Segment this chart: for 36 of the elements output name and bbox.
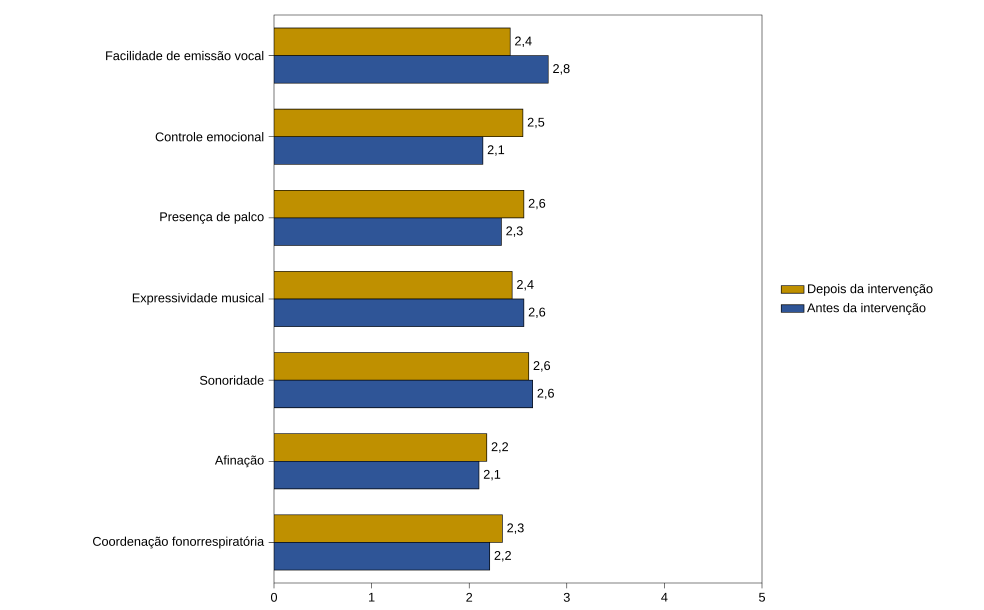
legend-label: Antes da intervenção [807, 303, 926, 315]
data-label: 2,6 [528, 308, 546, 318]
data-label: 2,3 [506, 226, 523, 237]
x-tick-label: 0 [270, 592, 278, 602]
data-label: 2,3 [507, 523, 524, 534]
data-label: 2,1 [484, 470, 500, 480]
data-label: 2,2 [494, 550, 511, 562]
data-label: 2,6 [538, 388, 554, 400]
bar [274, 380, 533, 408]
y-tick-label: Afinação [214, 455, 264, 468]
data-label: 2,6 [534, 361, 550, 372]
bar [274, 136, 484, 165]
bar [274, 298, 524, 327]
y-tick-label: Expressividade musical [132, 293, 264, 305]
bar [274, 542, 490, 570]
x-tick-label: 2 [466, 592, 472, 602]
data-label: 2,2 [492, 442, 508, 453]
x-tick-label: 5 [758, 592, 766, 602]
data-label: 2,4 [515, 36, 532, 48]
bar [274, 218, 502, 246]
x-tick-label: 3 [564, 592, 570, 602]
legend-label: Depois da intervenção [808, 284, 932, 296]
data-label: 2,5 [528, 118, 544, 128]
x-tick-label: 4 [661, 592, 668, 602]
data-label: 2,4 [517, 280, 534, 290]
data-label: 2,6 [528, 198, 546, 210]
data-label: 2,1 [488, 145, 504, 156]
y-tick-label: Presença de palco [160, 212, 264, 224]
bar [274, 55, 549, 84]
y-tick-label: Coordenação fonorrespiratória [93, 536, 264, 548]
bar [274, 460, 480, 490]
y-tick-label: Controle emocional [156, 132, 264, 142]
y-tick-label: Facilidade de emissão vocal [106, 50, 264, 60]
data-label: 2,8 [553, 64, 570, 75]
y-tick-label: Sonoridade [200, 375, 264, 385]
x-tick-label: 1 [369, 592, 374, 602]
